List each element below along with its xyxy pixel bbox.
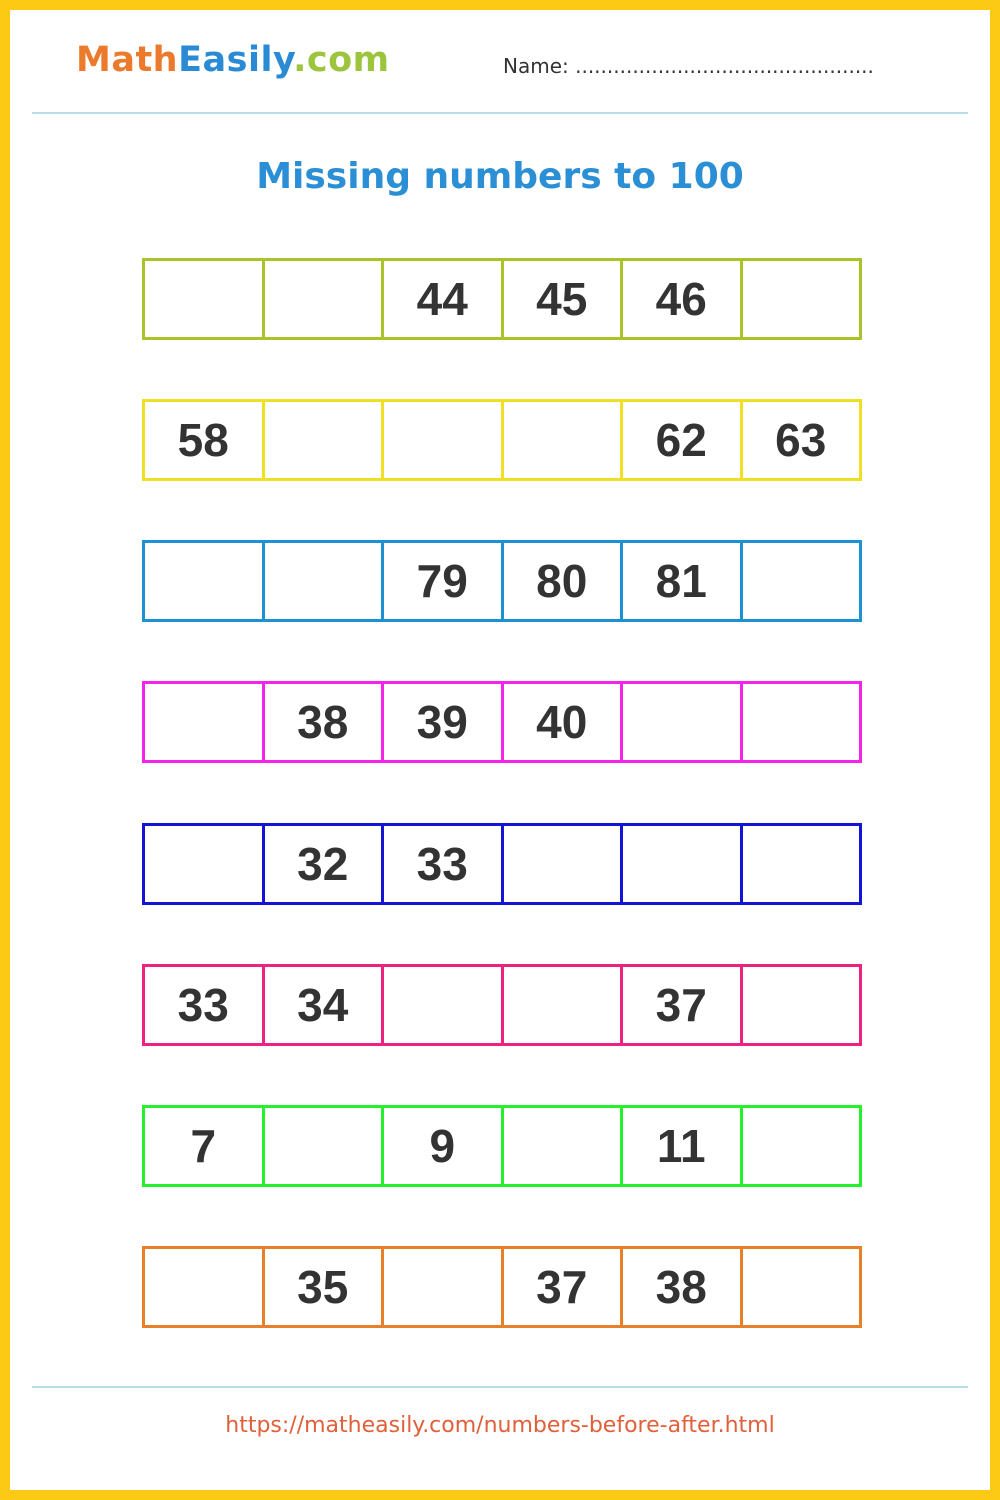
number-row: 58 62 63: [142, 399, 862, 481]
number-row: 44 45 46: [142, 258, 862, 340]
logo-easily: Easily: [178, 40, 294, 80]
blank-answer-box[interactable]: [142, 823, 265, 905]
number-box: 38: [620, 1246, 743, 1328]
blank-answer-box[interactable]: [381, 399, 504, 481]
blank-answer-box[interactable]: [500, 1105, 623, 1187]
number-box: 7: [142, 1105, 265, 1187]
blank-answer-box[interactable]: [739, 1105, 862, 1187]
blank-answer-box[interactable]: [739, 540, 862, 622]
blank-answer-box[interactable]: [500, 823, 623, 905]
blank-answer-box[interactable]: [739, 823, 862, 905]
number-box: 37: [500, 1246, 623, 1328]
number-row: 7 9 11: [142, 1105, 862, 1187]
worksheet-title: Missing numbers to 100: [256, 156, 744, 197]
blank-answer-box[interactable]: [142, 1246, 265, 1328]
number-box: 38: [261, 681, 384, 763]
number-box: 34: [261, 964, 384, 1046]
number-row: 33 34 37: [142, 964, 862, 1046]
number-box: 58: [142, 399, 265, 481]
blank-answer-box[interactable]: [739, 1246, 862, 1328]
blank-answer-box[interactable]: [500, 399, 623, 481]
footer-divider: [32, 1386, 968, 1388]
blank-answer-box[interactable]: [142, 540, 265, 622]
number-box: 33: [142, 964, 265, 1046]
blank-answer-box[interactable]: [739, 964, 862, 1046]
logo-com: .com: [293, 40, 390, 80]
number-box: 46: [620, 258, 743, 340]
number-box: 37: [620, 964, 743, 1046]
blank-answer-box[interactable]: [739, 258, 862, 340]
blank-answer-box[interactable]: [381, 1246, 504, 1328]
number-row: 38 39 40: [142, 681, 862, 763]
number-box: 79: [381, 540, 504, 622]
blank-answer-box[interactable]: [620, 681, 743, 763]
number-row: 79 80 81: [142, 540, 862, 622]
site-logo: MathEasily.com: [76, 40, 390, 80]
number-box: 33: [381, 823, 504, 905]
number-box: 40: [500, 681, 623, 763]
footer-url[interactable]: https://matheasily.com/numbers-before-af…: [225, 1413, 775, 1438]
number-box: 35: [261, 1246, 384, 1328]
number-row: 35 37 38: [142, 1246, 862, 1328]
blank-answer-box[interactable]: [261, 1105, 384, 1187]
logo-math: Math: [76, 40, 179, 80]
blank-answer-box[interactable]: [261, 399, 384, 481]
number-box: 81: [620, 540, 743, 622]
blank-answer-box[interactable]: [381, 964, 504, 1046]
number-box: 80: [500, 540, 623, 622]
header-divider: [32, 112, 968, 114]
number-box: 44: [381, 258, 504, 340]
number-box: 11: [620, 1105, 743, 1187]
blank-answer-box[interactable]: [261, 258, 384, 340]
number-box: 32: [261, 823, 384, 905]
number-box: 45: [500, 258, 623, 340]
blank-answer-box[interactable]: [620, 823, 743, 905]
blank-answer-box[interactable]: [739, 681, 862, 763]
number-box: 9: [381, 1105, 504, 1187]
number-row: 32 33: [142, 823, 862, 905]
blank-answer-box[interactable]: [500, 964, 623, 1046]
blank-answer-box[interactable]: [261, 540, 384, 622]
blank-answer-box[interactable]: [142, 258, 265, 340]
number-box: 63: [739, 399, 862, 481]
name-field-label: Name: ..................................…: [503, 54, 874, 78]
number-box: 39: [381, 681, 504, 763]
number-box: 62: [620, 399, 743, 481]
blank-answer-box[interactable]: [142, 681, 265, 763]
